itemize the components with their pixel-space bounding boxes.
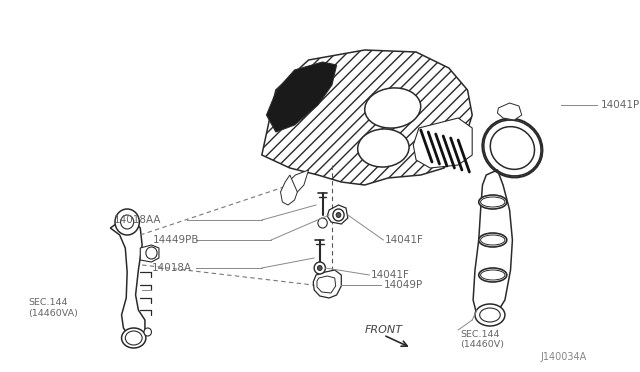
Polygon shape: [473, 170, 513, 318]
Ellipse shape: [122, 328, 146, 348]
Polygon shape: [313, 270, 341, 298]
Circle shape: [115, 209, 140, 235]
Polygon shape: [262, 50, 472, 185]
Ellipse shape: [479, 233, 507, 247]
Polygon shape: [413, 118, 472, 168]
Ellipse shape: [125, 331, 142, 345]
Polygon shape: [110, 220, 145, 338]
Ellipse shape: [481, 270, 505, 280]
Ellipse shape: [479, 308, 500, 322]
Text: 14018AA: 14018AA: [114, 215, 161, 225]
Circle shape: [120, 215, 134, 229]
Circle shape: [336, 212, 341, 218]
Polygon shape: [266, 62, 337, 132]
Ellipse shape: [479, 268, 507, 282]
Circle shape: [146, 247, 157, 259]
Polygon shape: [280, 175, 298, 205]
Ellipse shape: [365, 88, 420, 128]
Polygon shape: [285, 170, 308, 195]
Circle shape: [333, 209, 344, 221]
Ellipse shape: [475, 304, 505, 326]
Ellipse shape: [481, 197, 505, 207]
Text: SEC.144
(14460V): SEC.144 (14460V): [460, 330, 504, 349]
Polygon shape: [497, 103, 522, 120]
Text: 14449PB: 14449PB: [152, 235, 199, 245]
Ellipse shape: [358, 129, 409, 167]
Text: 14041F: 14041F: [371, 270, 410, 280]
Circle shape: [318, 218, 327, 228]
Ellipse shape: [484, 120, 541, 176]
Text: 14018A: 14018A: [152, 263, 191, 273]
Text: FRONT: FRONT: [365, 325, 403, 335]
Polygon shape: [140, 245, 159, 262]
Polygon shape: [317, 276, 335, 293]
Circle shape: [317, 266, 322, 270]
Circle shape: [144, 328, 152, 336]
Text: 14049P: 14049P: [383, 280, 422, 290]
Text: SEC.144
(14460VA): SEC.144 (14460VA): [28, 298, 78, 318]
Ellipse shape: [481, 235, 505, 245]
Ellipse shape: [479, 195, 507, 209]
Text: J140034A: J140034A: [541, 352, 588, 362]
Text: 14041F: 14041F: [385, 235, 424, 245]
Text: 14041P: 14041P: [601, 100, 640, 110]
Polygon shape: [327, 205, 348, 224]
Circle shape: [314, 262, 325, 274]
Ellipse shape: [490, 126, 534, 169]
